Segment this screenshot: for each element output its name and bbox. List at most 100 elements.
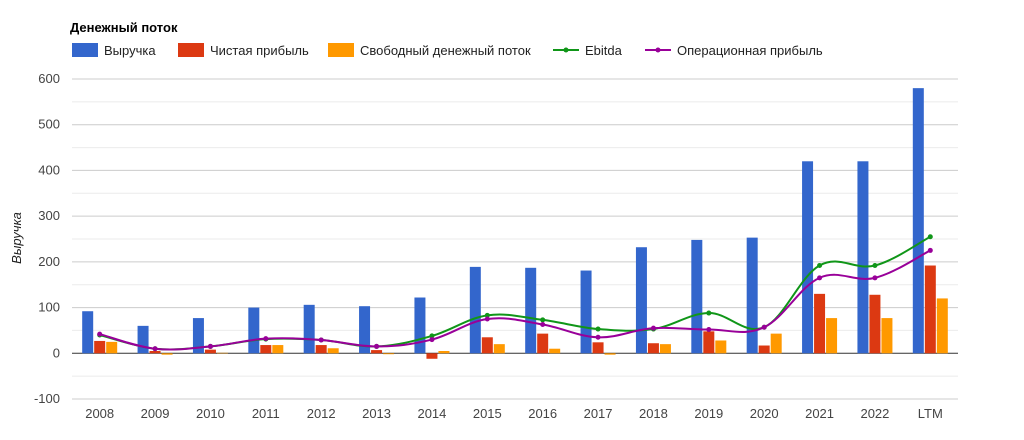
legend-label: Чистая прибыль [210, 43, 309, 58]
bar [924, 265, 936, 354]
legend-label: Свободный денежный поток [360, 43, 531, 58]
bar [438, 351, 450, 354]
y-axis-ticks: -100 0 100 200 300 400 500 600 [34, 71, 60, 406]
bar [537, 333, 549, 354]
chart-title: Денежный поток [70, 20, 178, 35]
x-tick-label: 2014 [417, 406, 446, 421]
line-point [152, 346, 158, 352]
x-tick-label: 2008 [85, 406, 114, 421]
bar [826, 318, 838, 354]
bar [303, 304, 315, 354]
bar [327, 348, 339, 354]
x-tick-label: 2015 [473, 406, 502, 421]
line-point [540, 317, 546, 323]
x-tick-label: 2012 [307, 406, 336, 421]
x-tick-label: 2018 [639, 406, 668, 421]
line-point [429, 333, 435, 339]
series-line [99, 249, 931, 351]
bar [192, 318, 204, 354]
legend-swatch-point [563, 47, 569, 53]
line-point [927, 247, 933, 253]
x-tick-label: 2017 [584, 406, 613, 421]
bar [715, 340, 727, 354]
y-tick-label: 0 [53, 345, 60, 360]
line-point [650, 325, 656, 331]
bar [746, 237, 758, 354]
legend-swatch [72, 43, 98, 57]
legend-label: Ebitda [585, 43, 623, 58]
bar [359, 306, 371, 354]
bar [82, 311, 94, 354]
legend-swatch [328, 43, 354, 57]
bar [260, 345, 272, 354]
x-tick-label: 2009 [141, 406, 170, 421]
y-axis-label: Выручка [9, 212, 24, 264]
x-tick-label: 2022 [860, 406, 889, 421]
bar [371, 350, 383, 354]
legend-item: Чистая прибыль [178, 43, 309, 58]
line-point [263, 336, 269, 342]
bar [106, 341, 118, 354]
bar [204, 349, 216, 354]
bar [647, 343, 659, 354]
x-tick-label: 2016 [528, 406, 557, 421]
bar [216, 352, 228, 354]
bar [426, 353, 438, 359]
gridlines [72, 78, 958, 400]
bar [592, 342, 604, 354]
bar [770, 333, 782, 354]
bar [857, 161, 869, 354]
line-point [872, 263, 878, 269]
y-tick-label: 600 [38, 71, 60, 86]
line-point [927, 234, 933, 240]
line-point [207, 343, 213, 349]
line-point [97, 331, 103, 337]
bar [604, 353, 616, 355]
bar [912, 88, 924, 354]
x-tick-label: 2010 [196, 406, 225, 421]
x-tick-label: 2011 [252, 406, 280, 421]
bar [161, 353, 173, 355]
legend-item: Ebitda [553, 43, 623, 58]
bar [469, 266, 481, 354]
bar [315, 345, 327, 354]
bar [869, 294, 881, 354]
legend-item: Свободный денежный поток [328, 43, 531, 58]
line-point [595, 334, 601, 340]
bar [580, 270, 592, 354]
bar [635, 247, 647, 354]
bar [493, 344, 505, 354]
line-point [429, 337, 435, 343]
bar [272, 345, 284, 354]
line-point [484, 316, 490, 322]
bar [248, 307, 260, 354]
bar [525, 267, 537, 354]
lines [97, 234, 933, 352]
legend-item: Операционная прибыль [645, 43, 823, 58]
y-tick-label: -100 [34, 391, 60, 406]
bar [149, 351, 161, 354]
y-tick-label: 200 [38, 254, 60, 269]
x-tick-label: 2021 [805, 406, 834, 421]
x-tick-label: 2013 [362, 406, 391, 421]
line-point [817, 263, 823, 269]
bar [414, 297, 426, 354]
bar [691, 239, 703, 354]
line-point [318, 337, 324, 343]
line-point [484, 312, 490, 318]
bars [82, 88, 948, 359]
y-tick-label: 100 [38, 300, 60, 315]
bar [549, 348, 561, 354]
line-point [872, 275, 878, 281]
line-point [761, 324, 767, 330]
legend-item: Выручка [72, 43, 156, 58]
bar [936, 298, 948, 354]
line-point [706, 310, 712, 316]
bar [481, 337, 493, 354]
bar [703, 331, 715, 354]
line-point [540, 321, 546, 327]
bar [758, 345, 770, 354]
bar [802, 161, 814, 354]
line-point [374, 343, 380, 349]
